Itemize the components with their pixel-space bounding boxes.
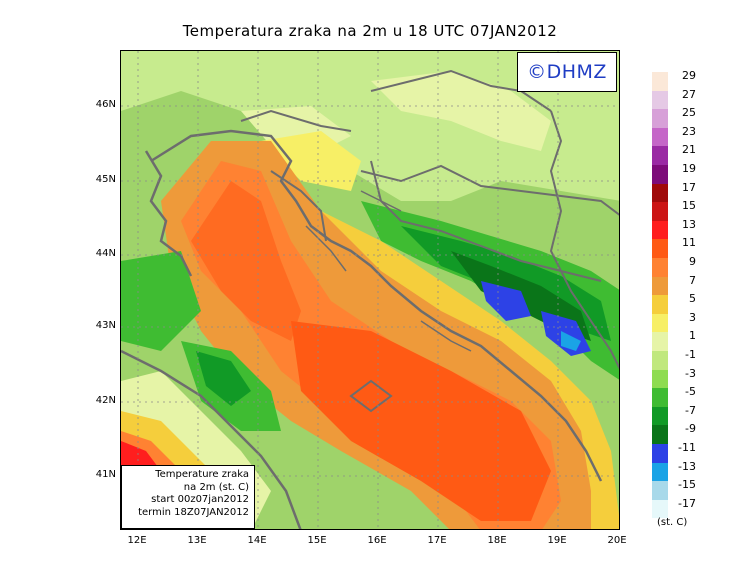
lat-label: 45N [95, 174, 116, 185]
legend-label: 23 [682, 124, 696, 138]
legend-label: 1 [689, 329, 696, 343]
lon-label: 19E [547, 535, 567, 546]
legend-label: 9 [689, 255, 696, 268]
legend-swatch [652, 183, 668, 203]
legend-label: -7 [685, 403, 696, 417]
legend-swatch [652, 406, 668, 426]
info-line-1: Temperature zraka [155, 469, 249, 480]
legend-swatch [652, 165, 668, 184]
legend-swatch [652, 351, 668, 370]
legend-label: 17 [682, 180, 696, 194]
temperature-field [121, 51, 619, 529]
legend-swatch [652, 332, 668, 351]
legend-swatch [652, 90, 668, 110]
info-line-4: termin 18Z07JAN2012 [138, 506, 249, 518]
lon-label: 20E [607, 535, 627, 546]
info-box: Temperature zraka na 2m (st. C) start 00… [121, 465, 255, 529]
legend-swatch [652, 388, 668, 407]
legend-label: -17 [678, 496, 696, 510]
legend-label: 27 [682, 87, 696, 101]
legend-swatch [652, 109, 668, 128]
lat-label: 46N [95, 99, 116, 110]
lat-label: 41N [95, 469, 116, 480]
lat-label: 42N [95, 395, 116, 406]
legend-label: 21 [682, 143, 696, 157]
lon-label: 17E [427, 535, 447, 546]
info-line-2: na 2m (st. C) [183, 481, 249, 493]
legend-label: 3 [689, 310, 696, 324]
legend-swatch [652, 202, 668, 221]
legend-swatch [652, 295, 668, 314]
legend-swatch [652, 499, 668, 519]
legend-label: 11 [682, 236, 696, 250]
map-title: Temperatura zraka na 2m u 18 UTC 07JAN20… [182, 22, 558, 40]
legend-swatch [652, 72, 668, 91]
legend-swatch [652, 481, 668, 500]
lon-label: 18E [487, 535, 507, 546]
legend-swatch [652, 276, 668, 296]
lon-label: 16E [367, 535, 387, 546]
legend-swatch [652, 444, 668, 463]
legend-label: -9 [685, 422, 696, 436]
legend-swatch [652, 127, 668, 147]
legend-label: -15 [678, 478, 696, 492]
info-line-3: start 00z07jan2012 [151, 494, 249, 505]
legend-label: -3 [685, 366, 696, 380]
lon-label: 13E [187, 535, 207, 546]
legend-swatch [652, 369, 668, 389]
legend-swatch [652, 258, 668, 277]
temperature-map [120, 50, 620, 530]
legend-label: 5 [689, 292, 696, 306]
legend-label: 13 [682, 217, 696, 231]
lat-label: 43N [95, 320, 116, 331]
legend-label: -1 [685, 348, 696, 361]
dhmz-logo: ©DHMZ [517, 52, 617, 92]
legend-swatch [652, 239, 668, 258]
lon-label: 12E [127, 535, 147, 546]
legend-swatch [652, 146, 668, 165]
legend-swatch [652, 313, 668, 333]
legend-label: -13 [678, 459, 696, 473]
legend-label: 29 [682, 69, 696, 82]
legend-label: 25 [682, 106, 696, 120]
legend-label: 19 [682, 162, 696, 175]
legend-label: 7 [689, 273, 696, 287]
legend-label: -5 [685, 385, 696, 399]
lon-label: 15E [307, 535, 327, 546]
legend-label: -11 [678, 441, 696, 454]
legend-unit: (st. C) [657, 517, 688, 528]
legend-swatch [652, 462, 668, 482]
legend-label: 15 [682, 199, 696, 213]
legend-swatch [652, 425, 668, 444]
legend-swatch [652, 220, 668, 240]
lon-label: 14E [247, 535, 267, 546]
lat-label: 44N [95, 248, 116, 259]
